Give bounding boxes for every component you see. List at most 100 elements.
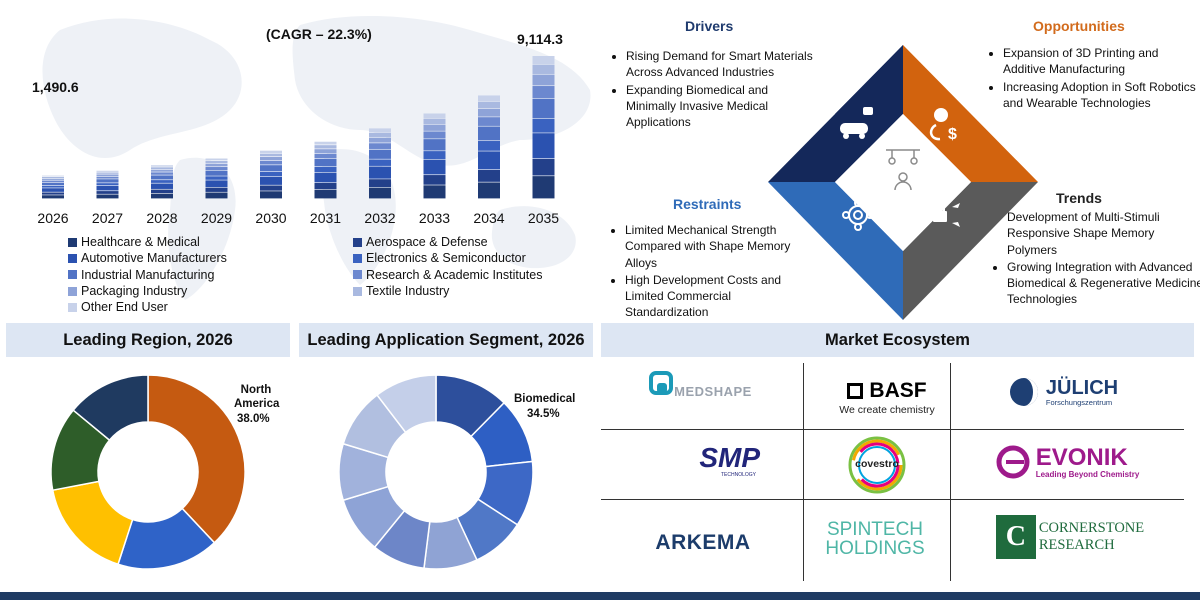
trends-bullet: Development of Multi-Stimuli Responsive … bbox=[1007, 209, 1200, 258]
bar-segment-2035-8 bbox=[532, 64, 555, 74]
legend-item: Textile Industry bbox=[353, 283, 542, 299]
grid-vline-1 bbox=[803, 363, 804, 581]
bar-segment-2026-6 bbox=[42, 180, 64, 183]
covestro-ring-icon bbox=[848, 436, 906, 494]
region-label-name: North America bbox=[234, 384, 280, 410]
leading-application-header: Leading Application Segment, 2026 bbox=[299, 323, 593, 357]
legend-label: Aerospace & Defense bbox=[366, 235, 488, 250]
bar-segment-2032-6 bbox=[369, 143, 391, 149]
bar-chart-plot: 2026 2027 2028 2029 2030 2031 2032 2033 2034 2035 bbox=[37, 56, 559, 226]
legend-right: Aerospace & Defense Electronics & Semicon… bbox=[353, 234, 542, 299]
legend-item: Other End User bbox=[68, 299, 227, 315]
x-tick-label-2028: 2028 bbox=[146, 210, 177, 226]
legend-item: Industrial Manufacturing bbox=[68, 267, 227, 283]
bar-segment-2034-1 bbox=[478, 182, 500, 199]
legend-label: Healthcare & Medical bbox=[81, 235, 200, 250]
bar-segment-2029-5 bbox=[205, 170, 228, 176]
julich-text: JÜLICH bbox=[1045, 376, 1119, 399]
region-label-value: 38.0% bbox=[237, 413, 270, 425]
bar-segment-2035-7 bbox=[532, 74, 555, 86]
bar-segment-2027-1 bbox=[96, 194, 119, 199]
cornerstone-mark-icon: C bbox=[995, 515, 1036, 559]
application-donut-chart bbox=[338, 374, 534, 570]
opportunities-list: Expansion of 3D Printing and Additive Ma… bbox=[985, 45, 1200, 112]
bar-segment-2033-3 bbox=[423, 159, 446, 175]
diamond-left-quadrant bbox=[768, 182, 903, 320]
bar-segment-2028-9 bbox=[151, 165, 173, 167]
legend-swatch bbox=[68, 237, 77, 247]
bar-segment-2033-1 bbox=[423, 185, 446, 199]
bar-segment-2033-7 bbox=[423, 124, 446, 131]
donut-slice-3 bbox=[51, 480, 134, 566]
bar-segment-2032-9 bbox=[369, 128, 391, 133]
bar-segment-2033-2 bbox=[423, 175, 446, 185]
opportunities-title: Opportunities bbox=[1033, 18, 1125, 34]
legend-left: Healthcare & Medical Automotive Manufactu… bbox=[68, 234, 227, 315]
bar-segment-2026-8 bbox=[42, 177, 64, 179]
leading-region-header: Leading Region, 2026 bbox=[6, 323, 290, 357]
bar-segment-2030-4 bbox=[260, 171, 282, 177]
cornerstone-text-line1: CORNERSTONE bbox=[1038, 520, 1145, 536]
bar-segment-2029-8 bbox=[205, 160, 228, 164]
grid-hline-1 bbox=[601, 429, 1184, 430]
legend-label: Other End User bbox=[81, 300, 168, 315]
bar-segment-2030-9 bbox=[260, 150, 282, 153]
opportunities-bullet: Increasing Adoption in Soft Robotics and… bbox=[1003, 79, 1200, 112]
bar-segment-2029-9 bbox=[205, 158, 228, 161]
x-tick-label-2035: 2035 bbox=[528, 210, 559, 226]
covestro-text: covestro bbox=[855, 458, 899, 470]
cornerstone-logo: C CORNERSTONE RESEARCH bbox=[990, 514, 1150, 560]
bar-segment-2027-7 bbox=[96, 174, 119, 177]
bar-segment-2035-3 bbox=[532, 133, 555, 159]
x-tick-label-2026: 2026 bbox=[37, 210, 68, 226]
diamond-bottom-quadrant bbox=[903, 182, 1038, 320]
bar-segment-2034-2 bbox=[478, 170, 500, 182]
bar-segment-2032-3 bbox=[369, 166, 391, 179]
bar-segment-2034-8 bbox=[478, 101, 500, 109]
opportunities-bullet: Expansion of 3D Printing and Additive Ma… bbox=[1003, 45, 1200, 78]
legend-swatch bbox=[353, 253, 362, 263]
donut-slice-5 bbox=[72, 374, 149, 442]
svg-text:$: $ bbox=[948, 126, 957, 143]
bar-segment-2026-9 bbox=[42, 175, 64, 177]
bar-segment-2028-3 bbox=[151, 183, 173, 189]
legend-swatch bbox=[353, 270, 362, 280]
bar-segment-2027-9 bbox=[96, 170, 119, 172]
bar-segment-2033-9 bbox=[423, 113, 446, 119]
bar-segment-2034-6 bbox=[478, 117, 500, 126]
x-tick-label-2034: 2034 bbox=[473, 210, 504, 226]
bar-segment-2026-5 bbox=[42, 182, 64, 186]
donut-slice-1 bbox=[147, 374, 246, 544]
bar-segment-2031-6 bbox=[314, 153, 337, 159]
legend-swatch bbox=[68, 286, 77, 296]
legend-label: Textile Industry bbox=[366, 284, 450, 299]
bar-segment-2031-7 bbox=[314, 149, 337, 154]
evonik-logo: EVONIK Leading Beyond Chemistry bbox=[985, 440, 1150, 484]
x-tick-label-2029: 2029 bbox=[201, 210, 232, 226]
spintech-text-line1: SPINTECH bbox=[826, 519, 924, 540]
bar-segment-2027-6 bbox=[96, 176, 119, 179]
application-label-value: 34.5% bbox=[527, 408, 560, 420]
trends-title: Trends bbox=[1056, 190, 1102, 206]
bar-segment-2035-6 bbox=[532, 86, 555, 99]
bar-segment-2034-7 bbox=[478, 108, 500, 117]
bar-segment-2034-9 bbox=[478, 95, 500, 102]
bar-segment-2031-3 bbox=[314, 172, 337, 183]
arkema-text: ARKEMA bbox=[655, 531, 751, 554]
bar-segment-2026-3 bbox=[42, 188, 64, 192]
bar-segment-2029-3 bbox=[205, 180, 228, 188]
research-person-icon bbox=[886, 149, 920, 191]
legend-item: Research & Academic Institutes bbox=[353, 267, 542, 283]
bar-segment-2030-2 bbox=[260, 185, 282, 191]
legend-label: Electronics & Semiconductor bbox=[366, 251, 526, 266]
bar-segment-2028-1 bbox=[151, 193, 173, 199]
julich-subtext: Forschungszentrum bbox=[1045, 397, 1113, 407]
arkema-logo: ARKEMA bbox=[638, 526, 768, 560]
legend-swatch bbox=[353, 286, 362, 296]
basf-logo: BASF We create chemistry bbox=[832, 375, 942, 419]
region-donut-chart bbox=[50, 374, 246, 570]
basf-text: BASF bbox=[869, 378, 927, 402]
medshape-text: MEDSHAPE bbox=[674, 383, 752, 399]
chart-title: (CAGR – 22.3%) bbox=[266, 26, 372, 42]
application-label-name: Biomedical bbox=[514, 393, 576, 405]
